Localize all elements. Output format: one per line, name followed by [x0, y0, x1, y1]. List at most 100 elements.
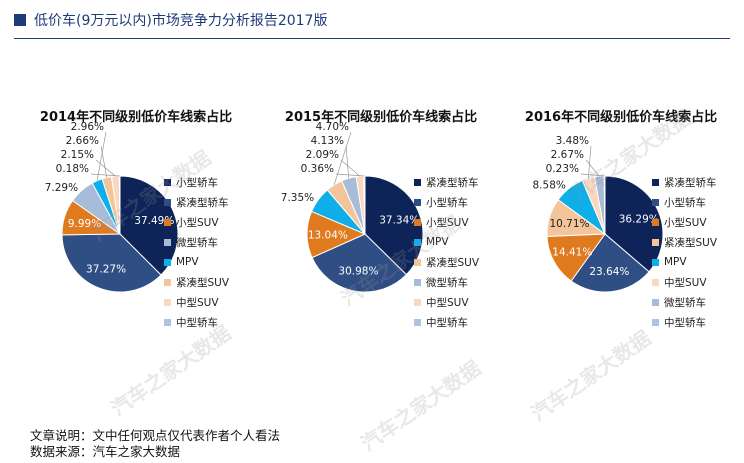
legend-label: 中型SUV [664, 276, 707, 289]
chart-legend: 小型轿车紧凑型轿车小型SUV 微型轿车 MPV 紧凑型SUV 中型SUV 中型轿车 [164, 172, 254, 332]
chart-title: 2014年不同级别低价车线索占比 [39, 110, 233, 125]
footer-disclaimer: 文章说明：文中任何观点仅代表作者个人看法 [30, 428, 281, 443]
legend-swatch [414, 318, 421, 326]
watermark-text: 汽车之家大数据 [356, 355, 486, 456]
leader-line [96, 131, 107, 181]
data-label: 2.66% [66, 135, 99, 147]
legend-item: 中型轿车 [652, 312, 742, 332]
pie-slice [311, 233, 408, 293]
legend-item: 紧凑型SUV [164, 272, 254, 292]
chart-legend: 紧凑型轿车小型轿车小型SUV 紧凑型SUV MPV 中型SUV 微型轿车中型轿车 [652, 172, 742, 332]
legend-swatch [652, 258, 659, 266]
legend-item: 微型轿车 [414, 272, 504, 292]
legend-item: 紧凑型轿车 [652, 172, 742, 192]
data-label: 0.36% [301, 163, 334, 175]
data-label: 0.18% [56, 163, 89, 175]
data-label: 7.35% [281, 192, 314, 204]
legend-item: 中型轿车 [414, 312, 504, 332]
legend-swatch [164, 258, 171, 266]
leader-line [587, 145, 592, 179]
legend-item: MPV [414, 232, 504, 252]
legend-item: 小型轿车 [652, 192, 742, 212]
data-label: 2.15% [61, 149, 94, 161]
data-label: 13.04% [308, 229, 348, 241]
legend-swatch [164, 298, 171, 306]
legend-swatch [164, 218, 171, 226]
data-label: 2.96% [71, 121, 104, 133]
legend-item: MPV [164, 252, 254, 272]
leader-line [580, 173, 605, 177]
leader-line [95, 159, 116, 177]
legend-label: 小型SUV [176, 216, 219, 229]
legend-swatch [164, 278, 171, 286]
legend-label: 微型轿车 [426, 276, 468, 289]
legend-item: 紧凑型轿车 [164, 192, 254, 212]
pie-chart: 37.49%37.27%9.99%7.29%2.96%2.66%2.15%0.1… [45, 121, 179, 293]
legend-item: MPV [652, 252, 742, 272]
pie-slice [546, 233, 607, 282]
legend-label: 中型SUV [426, 296, 469, 309]
data-label: 0.23% [546, 163, 579, 175]
page-title: 低价车(9万元以内)市场竞争力分析报告2017版 [34, 13, 328, 29]
legend-label: 中型轿车 [664, 316, 706, 329]
legend-item: 微型轿车 [164, 232, 254, 252]
legend-label: 小型SUV [426, 216, 469, 229]
legend-swatch [652, 238, 659, 246]
legend-swatch [414, 258, 421, 266]
pie-slice [570, 233, 650, 293]
legend-swatch [164, 198, 171, 206]
legend-label: 紧凑型SUV [426, 256, 480, 269]
legend-label: 紧凑型轿车 [426, 176, 479, 189]
data-label: 30.98% [338, 266, 378, 278]
footer-source: 数据来源：汽车之家大数据 [30, 444, 181, 459]
leader-line [585, 159, 600, 177]
legend-item: 小型SUV [414, 212, 504, 232]
data-label: 4.13% [311, 135, 344, 147]
pie-chart: 36.29% 23.64% 14.41% 10.71% 8.58% 3.48% 2.67% 0… [533, 135, 664, 293]
legend-swatch [414, 278, 421, 286]
data-label: 2.09% [306, 149, 339, 161]
data-label: 37.34% [379, 215, 419, 227]
legend-label: MPV [664, 256, 687, 268]
legend-swatch [164, 178, 171, 186]
chart-legend: 紧凑型轿车小型轿车小型SUV MPV 紧凑型SUV 微型轿车中型SUV 中型轿车 [414, 172, 504, 332]
legend-label: 紧凑型轿车 [176, 196, 229, 209]
legend-label: 中型轿车 [176, 316, 218, 329]
legend-swatch [414, 218, 421, 226]
legend-item: 中型SUV [414, 292, 504, 312]
legend-label: 微型轿车 [176, 236, 218, 249]
legend-item: 紧凑型SUV [414, 252, 504, 272]
legend-swatch [414, 298, 421, 306]
legend-label: 紧凑型轿车 [664, 176, 717, 189]
legend-swatch [414, 178, 421, 186]
legend-label: 中型轿车 [426, 316, 468, 329]
legend-label: 紧凑型SUV [664, 236, 718, 249]
leader-line [335, 173, 365, 177]
leader-line [340, 159, 361, 177]
legend-item: 微型轿车 [652, 292, 742, 312]
legend-label: 微型轿车 [664, 296, 706, 309]
chart-title: 2015年不同级别低价车线索占比 [284, 110, 478, 125]
legend-label: 小型轿车 [426, 196, 468, 209]
legend-label: MPV [176, 256, 199, 268]
legend-swatch [414, 238, 421, 246]
legend-label: 小型轿车 [176, 176, 218, 189]
legend-label: 小型轿车 [664, 196, 706, 209]
pie-slice [61, 233, 162, 293]
legend-swatch [164, 318, 171, 326]
data-label: 10.71% [549, 218, 589, 230]
legend-label: 紧凑型SUV [176, 276, 230, 289]
header-divider [14, 38, 730, 39]
leader-line [345, 145, 350, 179]
legend-swatch [652, 298, 659, 306]
chart-title: 2016年不同级别低价车线索占比 [524, 110, 718, 125]
data-label: 4.70% [316, 121, 349, 133]
leader-line [100, 145, 108, 178]
data-label: 37.27% [86, 263, 126, 275]
data-label: 3.48% [556, 135, 589, 147]
legend-label: 小型SUV [664, 216, 707, 229]
legend-label: 中型SUV [176, 296, 219, 309]
data-label: 9.99% [68, 218, 101, 230]
data-label: 8.58% [533, 180, 566, 192]
header-square-icon [14, 14, 26, 26]
